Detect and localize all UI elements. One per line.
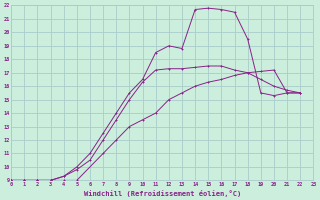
X-axis label: Windchill (Refroidissement éolien,°C): Windchill (Refroidissement éolien,°C) bbox=[84, 190, 241, 197]
